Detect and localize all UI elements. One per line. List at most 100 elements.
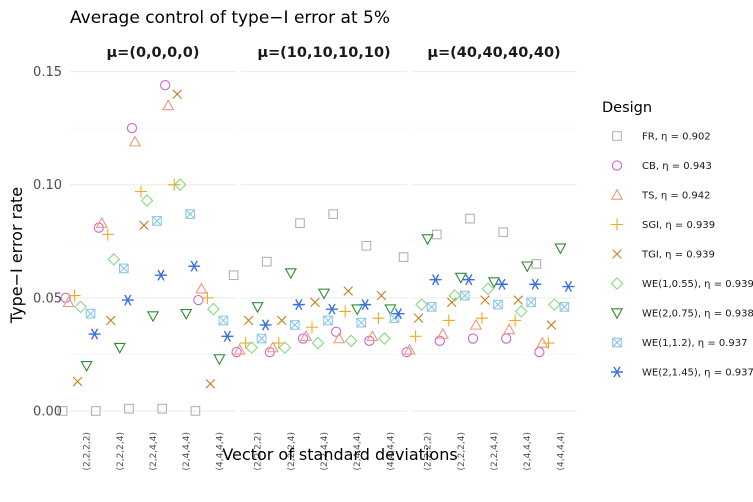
legend-label: TGI, η = 0.939 <box>641 250 715 261</box>
data-point <box>436 327 449 339</box>
legend-key <box>611 160 623 171</box>
data-point <box>429 274 442 286</box>
data-point <box>503 323 516 335</box>
data-point <box>85 308 96 319</box>
y-tick-label: 0.10 <box>33 178 62 193</box>
data-point <box>245 341 258 354</box>
x-axis-title: Vector of standard deviations <box>222 445 457 464</box>
data-point <box>331 326 342 337</box>
x-tick-label: (2,4,4,4) <box>182 432 192 471</box>
data-point <box>339 305 352 318</box>
x-tick-label: (2,2,4,4) <box>149 432 159 471</box>
data-point <box>74 300 87 314</box>
data-point <box>311 336 325 350</box>
legend-key <box>612 337 622 348</box>
legend-label: WE(1,1.2), η = 0.937 <box>642 338 748 349</box>
data-point <box>213 354 226 366</box>
data-point <box>124 403 134 414</box>
data-point <box>487 277 501 289</box>
legend-item: WE(2,1.45), η = 0.937 <box>611 366 753 379</box>
data-point <box>376 290 387 301</box>
data-point <box>401 346 412 358</box>
data-point <box>243 315 254 326</box>
data-point <box>415 298 428 311</box>
panel-strip-label: μ=(40,40,40,40) <box>427 45 560 61</box>
data-point <box>306 321 318 334</box>
data-point <box>231 346 242 358</box>
legend-item: TS, η = 0.942 <box>610 188 711 202</box>
data-point <box>548 298 561 311</box>
data-point <box>113 342 126 354</box>
data-point <box>467 333 479 344</box>
data-point <box>106 315 116 326</box>
data-point <box>481 282 495 296</box>
data-point <box>277 315 287 326</box>
legend-key <box>610 277 624 290</box>
y-axis-title: Type−I error rate <box>7 187 26 324</box>
data-point <box>529 278 542 290</box>
x-tick-label: (2,4,4,4) <box>353 432 363 471</box>
panels: μ=(0,0,0,0) (2,2,2,2) (2,2,2,4) (2,2,4,4) (2… <box>57 45 577 471</box>
x-tick-label: (2,2,2,4) <box>287 432 297 471</box>
data-point <box>459 290 470 301</box>
legend-key <box>612 249 622 259</box>
data-point <box>359 299 372 311</box>
panel: μ=(10,10,10,10) (2,2,2,2) (2,2,2,4) (2,2,4,… <box>228 45 407 471</box>
data-point <box>409 330 422 343</box>
data-point <box>205 379 216 389</box>
data-point <box>513 295 523 305</box>
x-tick-label: (2,4,4,4) <box>523 432 533 471</box>
data-point <box>372 312 385 325</box>
legend-item: CB, η = 0.943 <box>611 160 712 172</box>
data-point <box>434 335 445 346</box>
data-point <box>356 317 367 328</box>
legend-label: SGI, η = 0.939 <box>642 220 715 231</box>
data-point <box>514 305 528 318</box>
data-point <box>480 295 490 305</box>
x-tick-label: (2,2,2,4) <box>116 432 126 471</box>
data-point <box>118 263 129 274</box>
data-point <box>542 337 555 350</box>
data-point <box>310 297 320 308</box>
data-point <box>239 337 252 350</box>
data-point <box>162 99 175 111</box>
data-point <box>465 213 475 224</box>
data-point <box>272 337 285 350</box>
data-point <box>326 303 338 315</box>
data-point <box>128 135 142 147</box>
data-point <box>521 261 534 273</box>
legend-title: Design <box>602 100 652 116</box>
data-point <box>559 302 570 312</box>
data-point <box>476 312 488 325</box>
data-point <box>469 318 483 330</box>
legend-item: WE(1,1.2), η = 0.937 <box>612 337 748 349</box>
data-point <box>361 240 372 251</box>
data-point <box>448 289 462 302</box>
legend-label: WE(1,0.55), η = 0.939 <box>642 279 753 290</box>
data-point <box>462 274 475 286</box>
x-tick-label: (2,2,2,2) <box>83 432 93 471</box>
data-point <box>57 406 68 416</box>
data-point <box>139 220 149 231</box>
legend-key <box>611 366 623 378</box>
legend-label: WE(2,0.75), η = 0.938 <box>642 309 753 320</box>
data-point <box>68 289 81 302</box>
data-point <box>531 259 542 269</box>
data-point <box>501 333 512 344</box>
data-point <box>152 216 162 226</box>
panel: μ=(40,40,40,40) (2,2,2,2) (2,2,2,4) (2,2,4,… <box>398 45 577 471</box>
data-point <box>261 256 272 267</box>
data-point <box>126 122 138 134</box>
data-point <box>62 296 75 308</box>
data-point <box>431 229 442 240</box>
legend-item: FR, η = 0.902 <box>612 131 711 143</box>
data-point <box>289 320 300 330</box>
data-point <box>188 260 201 272</box>
data-point <box>155 269 167 281</box>
data-point <box>135 185 147 198</box>
x-tick-label: (2,2,4,4) <box>320 432 330 471</box>
x-tick-label: (4,4,4,4) <box>386 432 396 471</box>
x-tick-label: (2,2,2,2) <box>254 432 264 471</box>
data-point <box>195 282 208 294</box>
data-point <box>442 314 455 327</box>
